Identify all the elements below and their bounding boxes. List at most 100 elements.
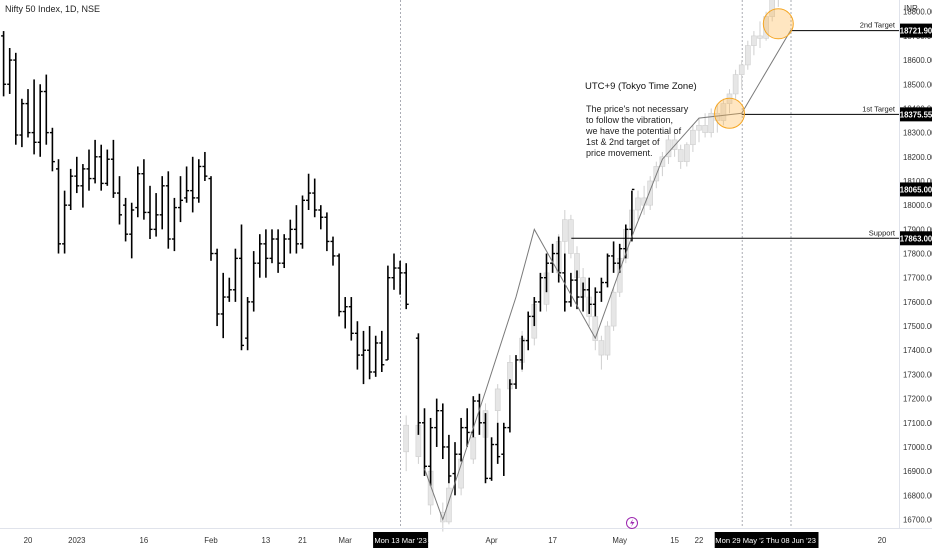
ohlc-bar — [184, 166, 190, 203]
projected-body — [696, 125, 702, 131]
ohlc-bar — [190, 156, 196, 213]
ohlc-bar — [171, 197, 177, 252]
target-circle — [714, 97, 745, 129]
projected-bar — [671, 132, 678, 157]
projected-body — [604, 325, 611, 356]
ohlc-bar — [129, 202, 135, 259]
price-level-label: 1st Target — [862, 104, 896, 113]
projected-body — [690, 129, 696, 146]
ohlc-bar — [483, 413, 488, 484]
projection-path — [424, 30, 791, 522]
ohlc-bar — [104, 149, 110, 186]
ohlc-bar — [37, 84, 43, 157]
ohlc-bar — [49, 127, 55, 172]
projected-body — [598, 340, 605, 356]
y-tick-label: 17600.00 — [903, 298, 932, 307]
ohlc-bar — [574, 270, 580, 310]
projected-bar — [403, 415, 410, 472]
ohlc-bar — [415, 333, 421, 435]
ohlc-bar — [178, 176, 183, 223]
y-tick-label: 18800.00 — [903, 8, 932, 17]
ohlc-bar — [1, 31, 7, 97]
projected-body — [732, 74, 739, 95]
ohlc-bar — [25, 89, 31, 138]
date-tag-bg — [763, 532, 819, 548]
y-tick-label: 17900.00 — [903, 225, 932, 234]
projected-body — [683, 144, 690, 162]
projected-bar — [604, 321, 611, 360]
ohlc-bar — [550, 243, 556, 273]
date-tag-label: Thu 08 Jun '23 — [766, 536, 816, 545]
projected-bar — [744, 40, 751, 70]
projection-polyline — [424, 30, 791, 522]
price-tag-label: 17863.00 — [900, 234, 932, 243]
ohlc-bar — [62, 190, 68, 254]
projected-body — [751, 35, 757, 46]
y-tick-label: 18300.00 — [903, 129, 932, 138]
y-tick-label: 16700.00 — [903, 516, 932, 525]
projected-body — [446, 487, 452, 523]
price-tag-label: 18065.00 — [900, 185, 932, 194]
date-guide-lines — [400, 0, 792, 528]
ohlc-bar — [379, 330, 385, 373]
x-tick-label: 22 — [695, 536, 704, 545]
ohlc-bar — [531, 297, 537, 327]
projected-bar — [561, 209, 568, 259]
ohlc-bar — [300, 195, 305, 249]
y-tick-label: 17100.00 — [903, 419, 932, 428]
ohlc-bar — [110, 139, 116, 198]
projected-body — [702, 125, 708, 133]
ohlc-bar — [354, 321, 360, 370]
projected-bar — [665, 135, 672, 165]
projected-body — [403, 424, 410, 453]
projected-body — [738, 64, 745, 75]
y-tick-label: 17200.00 — [903, 395, 932, 404]
ohlc-bar — [507, 379, 513, 433]
price-tag: 18375.55 — [900, 107, 932, 122]
x-tick-label: Mar — [338, 536, 352, 545]
ohlc-bar — [440, 403, 446, 460]
ohlc-bar — [458, 417, 464, 462]
ohlc-bar — [68, 168, 74, 210]
ohlc-bar — [330, 236, 336, 266]
projected-bar — [696, 118, 702, 143]
ohlc-bar — [348, 297, 354, 341]
annotation-title: UTC+9 (Tokyo Time Zone) — [585, 81, 697, 92]
ohlc-bar — [422, 408, 427, 476]
ohlc-bar — [257, 234, 263, 278]
y-tick-label: 18600.00 — [903, 56, 932, 65]
projected-body — [568, 219, 574, 254]
y-tick-label: 17700.00 — [903, 274, 932, 283]
ohlc-bar — [617, 243, 623, 273]
ohlc-bar — [56, 159, 61, 254]
ohlc-bar — [306, 173, 312, 210]
projected-body — [671, 139, 678, 150]
projected-body — [494, 388, 501, 411]
ohlc-bar — [196, 159, 202, 203]
ohlc-bar — [562, 253, 568, 312]
y-tick-label: 18100.00 — [903, 177, 932, 186]
price-tag: 18721.90 — [900, 23, 932, 38]
projected-bar — [647, 176, 654, 210]
y-tick-label: 18500.00 — [903, 80, 932, 89]
ohlc-bar — [495, 422, 501, 464]
ohlc-bar — [598, 277, 604, 302]
ohlc-bar — [7, 47, 13, 94]
ohlc-bar — [147, 185, 153, 240]
projected-body — [677, 149, 684, 162]
ohlc-bar — [165, 171, 171, 249]
target-circles — [714, 8, 794, 129]
y-tick-label: 18000.00 — [903, 201, 932, 210]
chart-title: Nifty 50 Index, 1D, NSE — [5, 4, 101, 14]
ohlc-bar — [476, 393, 482, 435]
price-tag-bg — [900, 231, 932, 246]
ohlc-bar — [141, 159, 147, 220]
ohlc-bar — [153, 193, 159, 237]
annotation-text: The price's not necessary to follow the … — [586, 104, 716, 159]
projected-body — [647, 180, 654, 206]
annotation-line: to follow the vibration, — [586, 115, 674, 125]
ohlc-bar — [287, 219, 293, 254]
ohlc-bar — [80, 164, 86, 208]
lightning-icon[interactable] — [626, 517, 638, 529]
